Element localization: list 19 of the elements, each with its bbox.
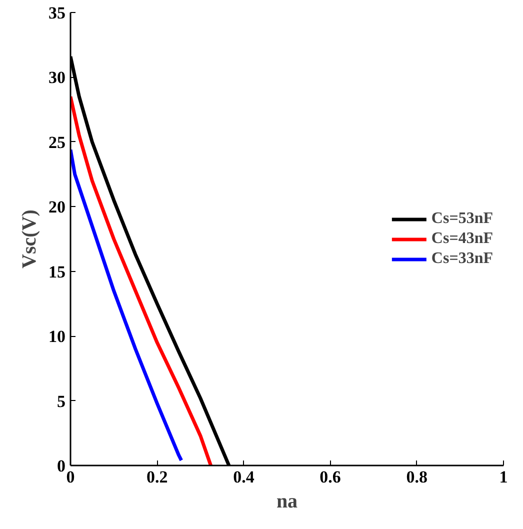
- x-tick-label: 0.6: [320, 468, 341, 486]
- y-axis-title: Vsc(V): [18, 210, 40, 268]
- line-series: [70, 94, 213, 466]
- x-tick-label: 0.2: [146, 468, 168, 486]
- legend-label: Cs=33nF: [431, 250, 493, 268]
- y-tick-label: 35: [48, 4, 66, 22]
- line-series: [70, 148, 184, 462]
- y-tick-label: 10: [48, 327, 66, 346]
- legend-label: Cs=53nF: [431, 210, 493, 228]
- y-tick-label: 25: [48, 132, 66, 152]
- x-tick-label: 0.4: [233, 468, 255, 486]
- y-tick-label: 30: [48, 68, 66, 88]
- x-axis-title: na: [276, 490, 298, 512]
- y-tick-label: 20: [48, 198, 66, 217]
- x-tick-label: 1: [499, 468, 508, 486]
- y-tick-label: 15: [48, 262, 66, 282]
- y-tick-label: 5: [57, 392, 66, 411]
- x-tick-label: 0.8: [406, 468, 428, 486]
- legend-label: Cs=43nF: [431, 230, 493, 248]
